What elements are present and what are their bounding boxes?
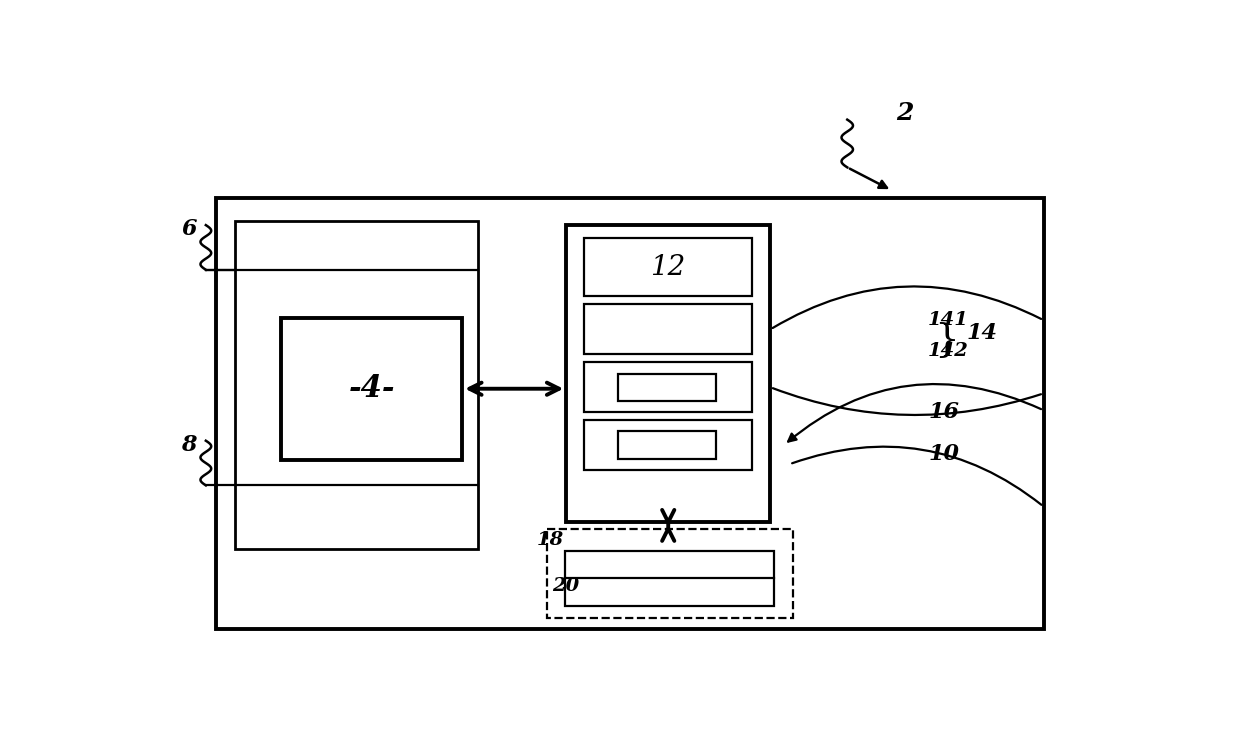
Text: 6: 6 [181, 218, 197, 240]
Bar [216, 198, 1044, 630]
Bar [547, 529, 794, 617]
Text: 8: 8 [181, 434, 197, 456]
Bar [281, 318, 463, 460]
Text: 141: 141 [928, 311, 968, 329]
Bar [618, 373, 717, 401]
Text: }: } [934, 322, 959, 359]
Text: 14: 14 [967, 322, 998, 344]
Text: -4-: -4- [348, 373, 396, 404]
Bar [584, 362, 751, 412]
Text: 142: 142 [928, 342, 968, 360]
Bar [236, 221, 477, 548]
Text: 12: 12 [650, 254, 686, 281]
Text: 20: 20 [552, 577, 579, 595]
Bar [618, 431, 717, 459]
Bar [564, 551, 774, 606]
Text: 18: 18 [537, 531, 564, 549]
Text: 2: 2 [895, 101, 913, 124]
Text: 16: 16 [928, 401, 959, 422]
Bar [567, 225, 770, 522]
Bar [584, 420, 751, 470]
Bar [584, 304, 751, 355]
Bar [584, 238, 751, 296]
Text: 10: 10 [928, 443, 959, 465]
